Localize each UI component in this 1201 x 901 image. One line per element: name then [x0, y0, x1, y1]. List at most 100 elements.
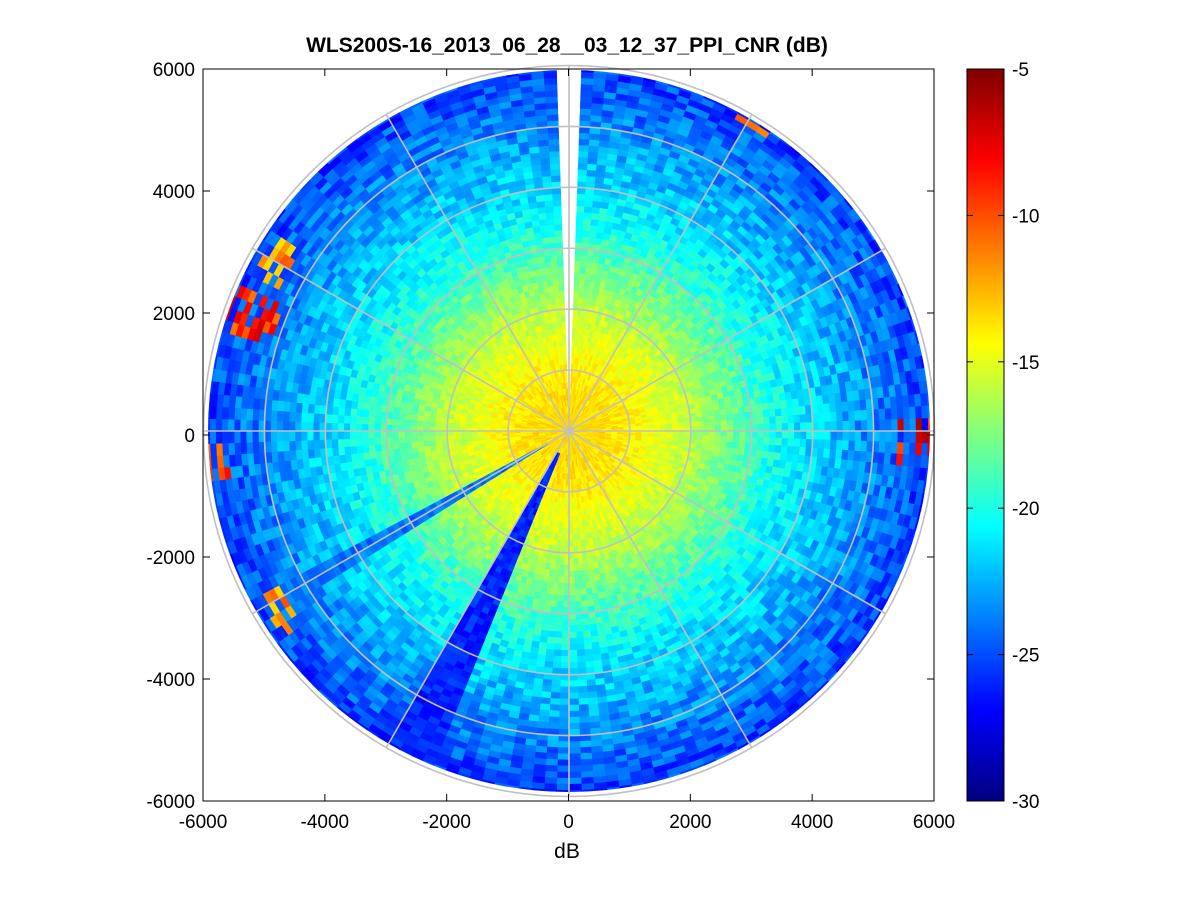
ppi-cell	[799, 438, 807, 448]
ppi-cell	[902, 406, 911, 420]
ppi-cell	[761, 402, 770, 411]
ppi-cell	[578, 144, 590, 152]
ppi-cell	[915, 430, 923, 444]
ppi-cell	[757, 423, 765, 432]
ppi-cell	[584, 193, 595, 202]
ppi-cell	[574, 266, 581, 274]
ppi-cell	[671, 423, 679, 428]
ppi-cell	[842, 411, 850, 422]
ppi-cell	[848, 420, 856, 432]
ppi-cell	[836, 411, 844, 422]
ppi-cell	[579, 266, 587, 274]
ppi-cell	[733, 430, 740, 438]
ppi-cell	[829, 448, 837, 460]
chart-title: WLS200S-16_2013_06_28__03_12_37_PPI_CNR …	[306, 34, 828, 57]
ppi-cell	[824, 430, 832, 441]
ppi-cell	[817, 439, 826, 450]
ppi-cell	[578, 156, 589, 164]
ppi-cell	[573, 290, 580, 298]
ppi-cell	[738, 442, 746, 450]
ppi-cell	[586, 163, 598, 171]
ppi-cell	[769, 416, 777, 425]
ppi-cell	[708, 435, 716, 442]
ppi-cell	[781, 438, 789, 447]
ppi-cell	[793, 414, 801, 424]
ppi-cell	[733, 424, 740, 432]
ppi-cell	[714, 435, 722, 442]
ppi-cell	[586, 175, 597, 183]
ppi-cell	[915, 418, 923, 432]
ppi-cell	[787, 422, 795, 432]
ppi-cell	[860, 440, 868, 453]
ppi-cell	[732, 442, 740, 450]
ppi-cell	[761, 451, 770, 460]
ppi-cell	[659, 423, 667, 429]
ppi-cell	[780, 407, 789, 417]
ppi-cell	[823, 412, 832, 423]
ppi-cell	[787, 430, 795, 440]
ppi-cell	[762, 444, 770, 453]
ppi-cell	[775, 430, 783, 439]
ppi-cell	[860, 409, 868, 422]
ppi-cell	[879, 430, 887, 443]
ppi-cell	[580, 71, 595, 79]
ppi-cell	[720, 441, 728, 448]
ppi-cell	[585, 261, 594, 269]
ppi-cell	[580, 77, 594, 85]
ppi-cell	[756, 443, 764, 452]
ppi-cell	[580, 83, 594, 92]
ppi-cell	[781, 415, 789, 424]
ppi-cell	[774, 408, 783, 417]
ppi-cell	[757, 417, 765, 425]
ppi-cell	[763, 430, 771, 439]
ppi-cell	[902, 442, 911, 456]
ppi-cell	[787, 414, 795, 424]
ppi-cell	[799, 414, 807, 424]
ppi-cell	[584, 199, 594, 208]
ppi-cell	[798, 405, 807, 416]
ppi-cell	[806, 422, 814, 432]
ppi-cell	[573, 272, 581, 280]
ppi-cell	[580, 89, 594, 98]
ppi-cell	[720, 414, 728, 421]
ppi-cell	[573, 278, 580, 286]
ppi-cell	[582, 230, 591, 238]
ppi-cell	[578, 138, 590, 146]
ppi-cell	[575, 229, 584, 237]
ppi-cell	[842, 430, 850, 442]
ppi-cell	[731, 447, 739, 456]
ppi-cell	[806, 430, 814, 440]
ppi-cell	[726, 436, 734, 443]
ppi-cell	[854, 440, 862, 452]
ppi-cell	[581, 236, 590, 244]
ppi-cell	[580, 260, 588, 268]
ppi-cell	[756, 410, 764, 419]
ppi-cell	[576, 199, 586, 207]
ppi-cell	[860, 430, 868, 442]
ppi-cell	[860, 420, 868, 432]
ppi-cell	[582, 224, 591, 232]
ppi-cell	[725, 407, 733, 415]
ppi-cell	[818, 421, 826, 432]
ppi-cell	[738, 418, 746, 426]
ppi-cell	[799, 430, 807, 440]
ppi-cell	[579, 272, 586, 280]
ppi-cell	[653, 424, 661, 429]
ppi-cell	[897, 430, 905, 444]
ppi-cell	[695, 416, 704, 423]
ppi-cell	[720, 425, 728, 432]
ppi-cell	[817, 403, 825, 414]
ppi-cell	[665, 423, 673, 428]
ppi-cell	[579, 101, 593, 110]
ppi-cell	[903, 430, 911, 444]
ppi-cell	[574, 254, 582, 262]
ppi-cell	[708, 420, 716, 427]
ppi-cell	[908, 406, 917, 420]
ppi-cell	[737, 406, 746, 414]
ppi-cell	[696, 421, 704, 427]
ppi-cell	[781, 422, 789, 432]
ppi-cell	[757, 430, 765, 439]
ppi-cell	[885, 419, 893, 432]
ppi-cell	[575, 235, 583, 243]
ppi-cell	[793, 430, 801, 440]
